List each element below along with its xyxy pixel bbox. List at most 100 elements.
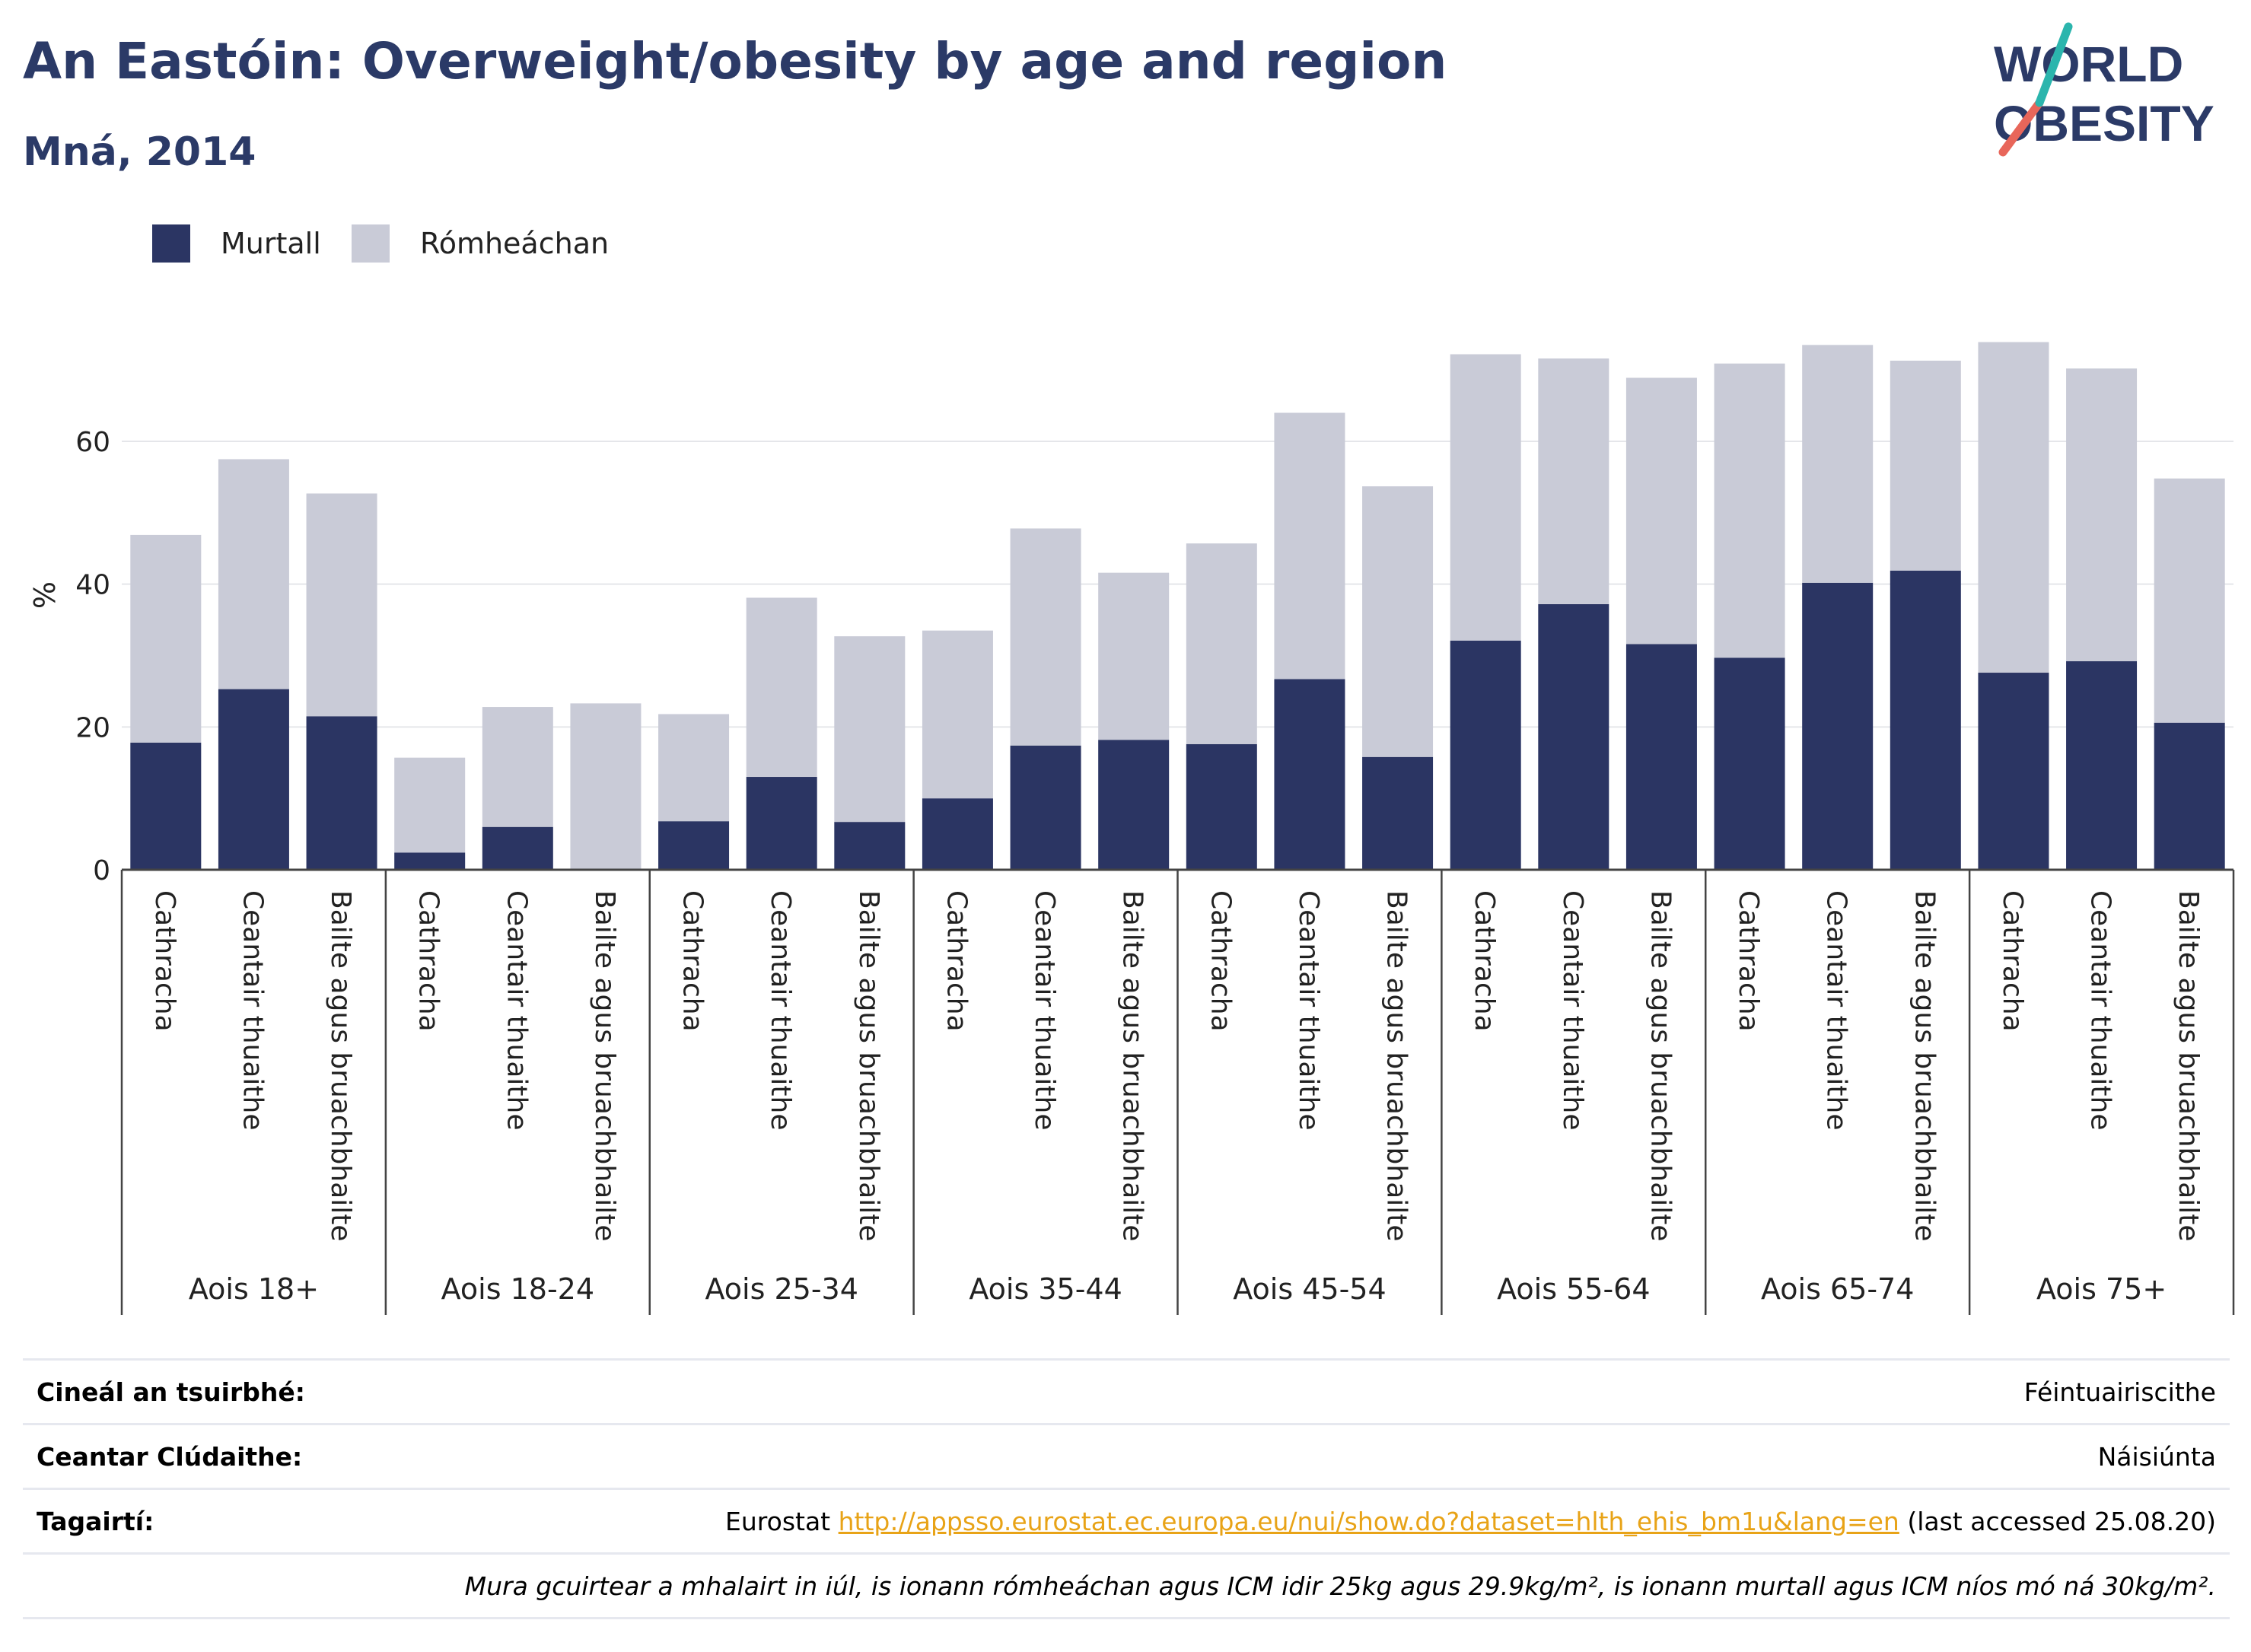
y-axis-label: % <box>28 581 62 609</box>
legend-item-overweight: Rómheáchan <box>352 224 609 263</box>
y-tick-label: 0 <box>93 855 110 886</box>
legend-item-obese: Murtall <box>152 224 321 263</box>
info-table: Cineál an tsuirbhé: Féintuairiscithe Cea… <box>23 1358 2230 1619</box>
survey-type-value: Féintuairiscithe <box>2023 1377 2216 1407</box>
bar-overweight <box>1098 572 1170 740</box>
bar-obese <box>1714 657 1785 870</box>
category-label: Cathracha <box>149 890 180 1032</box>
bar-obese <box>218 689 289 870</box>
group-label: Aois 18-24 <box>441 1272 594 1306</box>
references-label: Tagairtí: <box>37 1507 154 1536</box>
bar-overweight <box>2066 368 2138 662</box>
group-label: Aois 45-54 <box>1233 1272 1386 1306</box>
info-row-note: Mura gcuirtear a mhalairt in iúl, is ion… <box>23 1552 2230 1619</box>
bar-overweight <box>1450 354 1521 641</box>
bar-overweight <box>1538 358 1609 604</box>
category-label: Bailte agus bruachbhailte <box>853 890 884 1242</box>
definition-note: Mura gcuirtear a mhalairt in iúl, is ion… <box>464 1571 2216 1601</box>
bar-obese <box>2154 722 2225 870</box>
bar-overweight <box>834 636 906 823</box>
bar-obese <box>1098 740 1170 870</box>
category-label: Bailte agus bruachbhailte <box>1909 890 1940 1242</box>
category-label: Cathracha <box>1469 890 1500 1032</box>
category-label: Ceantair thuaithe <box>501 890 532 1130</box>
logo-line1: WORLD <box>1994 36 2183 92</box>
bar-overweight <box>1010 528 1081 746</box>
bar-overweight <box>394 757 466 853</box>
category-label: Cathracha <box>1997 890 2028 1032</box>
bar-obese <box>1802 582 1874 870</box>
category-label: Ceantair thuaithe <box>1029 890 1060 1130</box>
group-label: Aois 65-74 <box>1761 1272 1914 1306</box>
bar-obese <box>306 716 377 870</box>
bar-obese <box>658 821 730 870</box>
bar-obese <box>1362 756 1434 870</box>
world-obesity-logo: WORLD OBESITY <box>1994 22 2214 157</box>
coverage-value: Náisiúnta <box>2097 1442 2216 1472</box>
bar-obese <box>1186 743 1257 870</box>
bar-overweight <box>1978 342 2049 673</box>
legend-label-obese: Murtall <box>221 227 321 260</box>
category-label: Cathracha <box>1733 890 1764 1032</box>
info-row-survey: Cineál an tsuirbhé: Féintuairiscithe <box>23 1358 2230 1423</box>
group-label: Aois 18+ <box>189 1272 319 1306</box>
bar-obese <box>834 822 906 870</box>
bar-chart: 0 20 40 60% Cathracha Ceantair thuaithe Bailte… <box>28 342 2235 1315</box>
bar-overweight <box>1890 360 1961 571</box>
y-tick-label: 60 <box>75 427 110 458</box>
legend-swatch-overweight <box>352 224 390 263</box>
bar-overweight <box>1362 486 1434 757</box>
bar-obese <box>130 742 202 870</box>
category-label: Ceantair thuaithe <box>1821 890 1852 1130</box>
chart-title: An Eastóin: Overweight/obesity by age an… <box>23 32 1447 91</box>
category-label: Cathracha <box>677 890 708 1032</box>
bar-overweight <box>1714 363 1785 658</box>
group-label: Aois 75+ <box>2036 1272 2167 1306</box>
coverage-label: Ceantar Clúdaithe: <box>37 1442 303 1472</box>
category-label: Ceantair thuaithe <box>765 890 796 1130</box>
bar-obese <box>1538 603 1609 870</box>
bar-overweight <box>922 630 993 799</box>
category-label: Bailte agus bruachbhailte <box>1644 890 1676 1242</box>
bar-obese <box>394 852 466 870</box>
group-label: Aois 55-64 <box>1497 1272 1650 1306</box>
bar-overweight <box>1186 543 1257 744</box>
info-row-references: Tagairtí: Eurostat http://appsso.eurosta… <box>23 1488 2230 1552</box>
bar-overweight <box>1802 345 1874 583</box>
category-label: Cathracha <box>941 890 972 1032</box>
category-label: Bailte agus bruachbhailte <box>325 890 356 1242</box>
bar-overweight <box>1274 412 1345 680</box>
logo-line2: OBESITY <box>1994 95 2214 151</box>
bar-overweight <box>2154 478 2225 723</box>
legend-swatch-obese <box>152 224 190 263</box>
category-label: Cathracha <box>1205 890 1236 1032</box>
bar-overweight <box>746 597 817 778</box>
group-label: Aois 35-44 <box>969 1272 1122 1306</box>
category-label: Ceantair thuaithe <box>237 890 268 1130</box>
category-label: Ceantair thuaithe <box>1557 890 1588 1130</box>
bar-overweight <box>570 703 642 870</box>
bar-overweight <box>306 493 377 717</box>
category-label: Cathracha <box>413 890 444 1032</box>
category-label: Bailte agus bruachbhailte <box>1117 890 1148 1242</box>
info-row-coverage: Ceantar Clúdaithe: Náisiúnta <box>23 1423 2230 1488</box>
references-source: Eurostat <box>725 1507 839 1536</box>
bar-obese <box>1890 570 1961 870</box>
y-tick-label: 40 <box>75 570 110 601</box>
category-label: Bailte agus bruachbhailte <box>589 890 620 1242</box>
bar-obese <box>922 798 993 870</box>
bar-overweight <box>1625 377 1697 645</box>
group-label: Aois 25-34 <box>705 1272 858 1306</box>
bar-obese <box>2066 661 2138 870</box>
bar-overweight <box>482 707 553 827</box>
bar-overweight <box>658 714 730 822</box>
bar-obese <box>1450 640 1521 870</box>
references-accessed: (last accessed 25.08.20) <box>1899 1507 2216 1536</box>
bar-overweight <box>218 459 289 689</box>
references-link[interactable]: http://appsso.eurostat.ec.europa.eu/nui/… <box>838 1507 1899 1536</box>
bar-obese <box>482 826 553 870</box>
bar-obese <box>746 777 817 870</box>
category-label: Bailte agus bruachbhailte <box>1381 890 1412 1242</box>
bar-overweight <box>130 534 202 743</box>
legend-label-overweight: Rómheáchan <box>420 227 610 260</box>
